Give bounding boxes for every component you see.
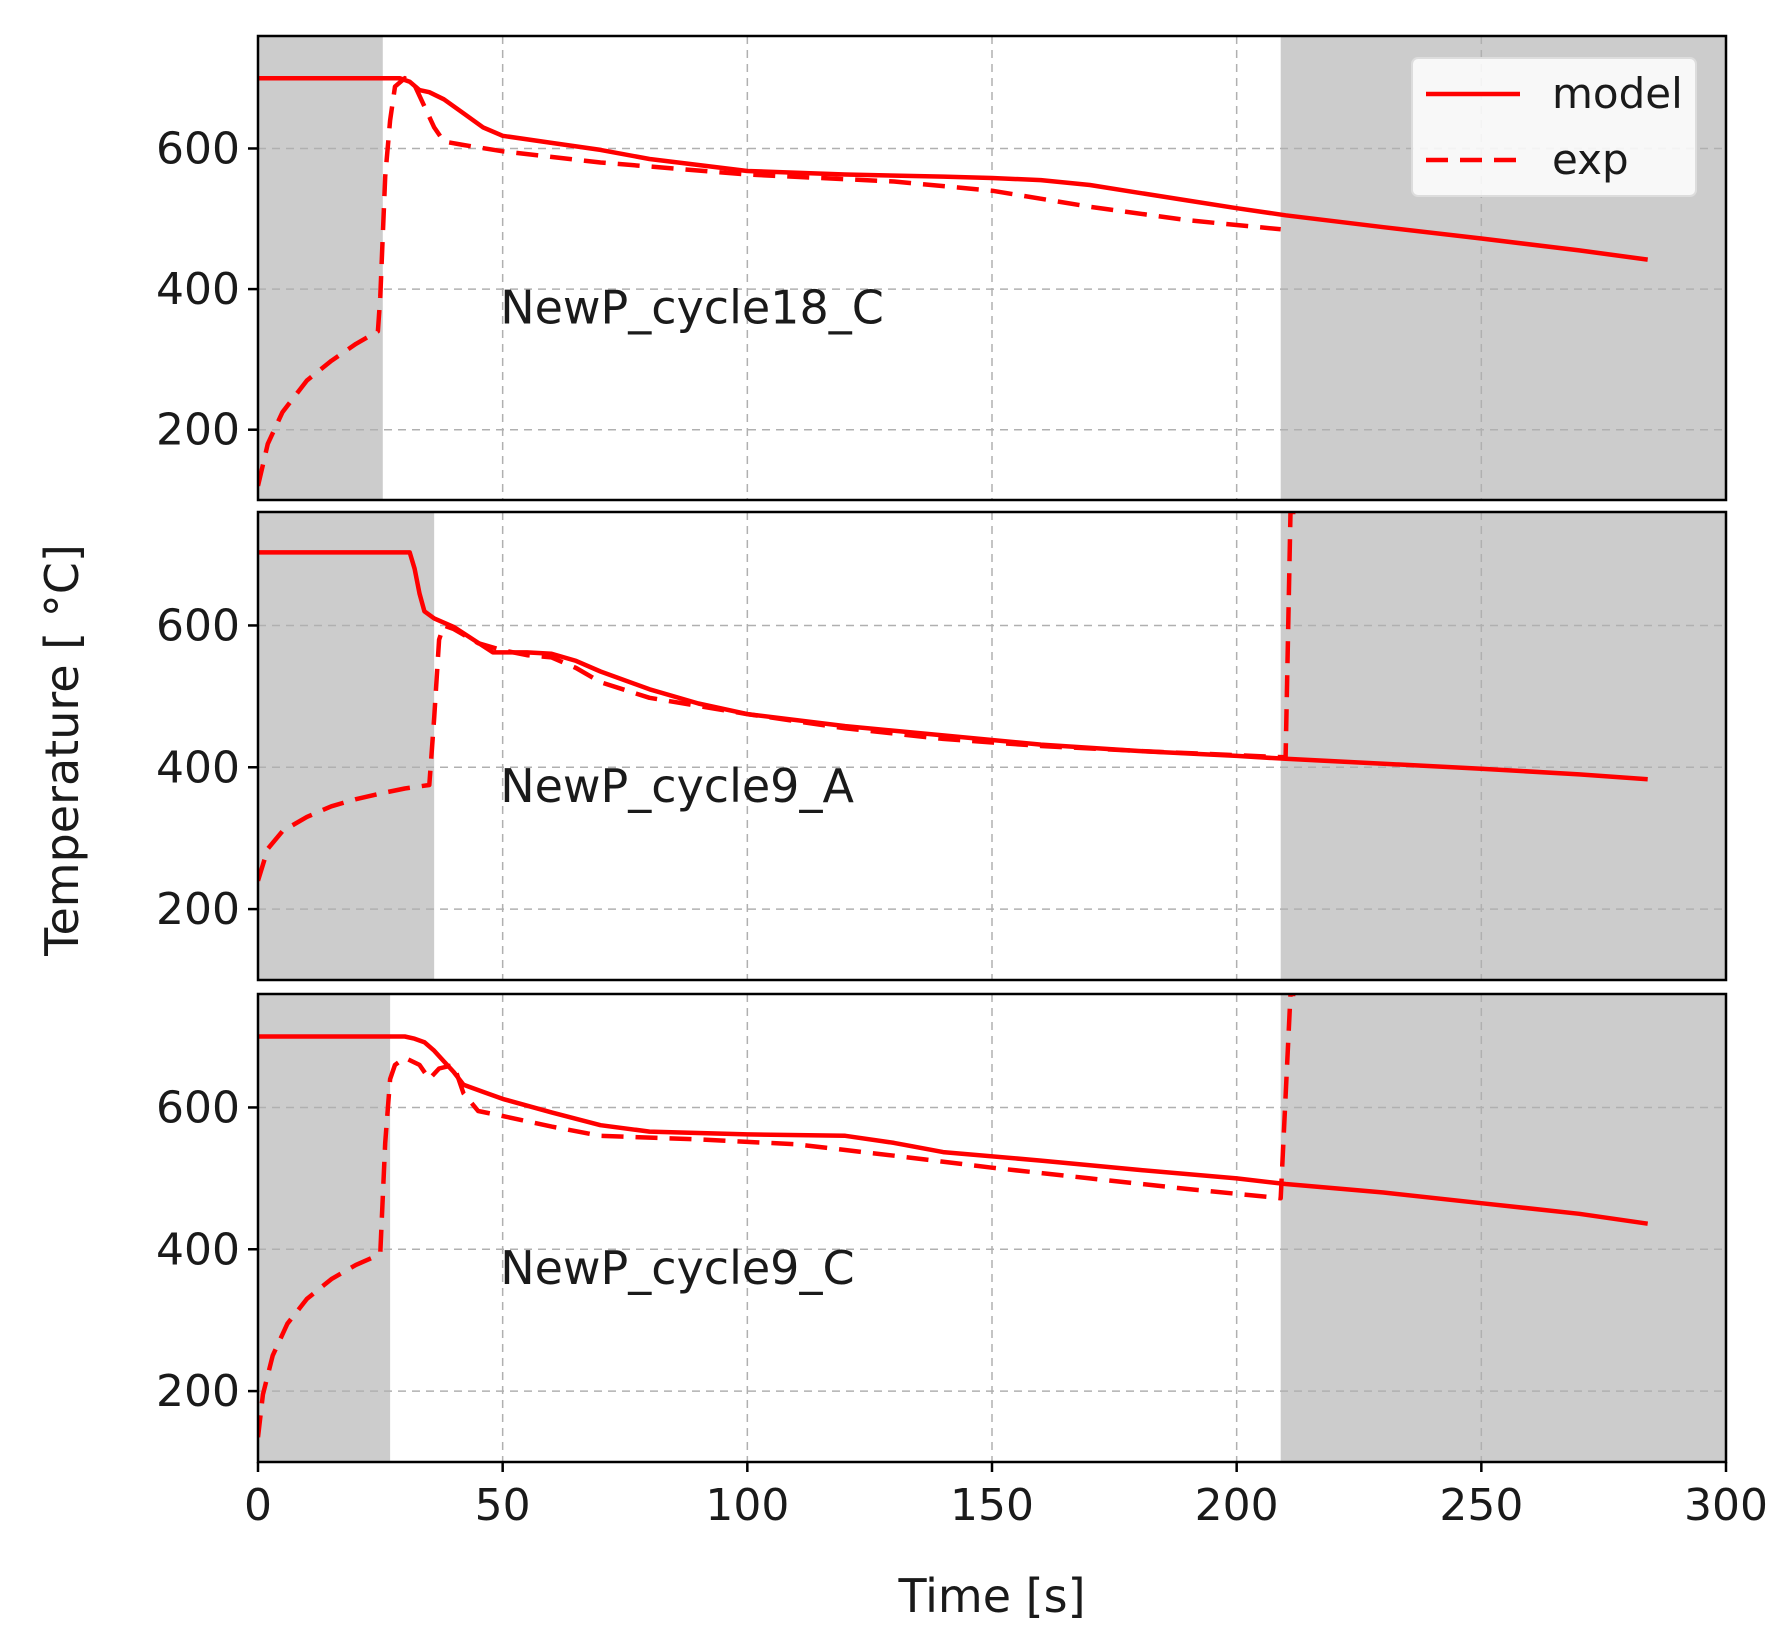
y-tick-label: 600	[156, 1082, 240, 1133]
panel-1: 200 400 600 NewP_cycle9_A	[156, 510, 1728, 982]
panel-label: NewP_cycle9_C	[500, 1241, 854, 1295]
series-line-model	[258, 550, 1648, 782]
y-tick-label: 200	[156, 405, 240, 456]
x-tick-label: 250	[1439, 1480, 1523, 1531]
panel-frame	[256, 34, 1728, 502]
x-tick-label: 100	[705, 1480, 789, 1531]
y-axis-label: Temperature [ °C]	[35, 544, 89, 957]
series-line-model	[258, 75, 1648, 262]
shaded-region	[258, 994, 391, 1462]
y-tick-label: 200	[156, 884, 240, 935]
panel-frame	[256, 510, 1728, 982]
x-tick-label: 50	[475, 1480, 531, 1531]
shaded-region	[258, 512, 435, 980]
series-line-model	[258, 1034, 1649, 1226]
panel-label: NewP_cycle9_A	[500, 759, 854, 813]
y-tick-label: 600	[156, 123, 240, 174]
shaded-region	[1280, 994, 1726, 1462]
panel-label: NewP_cycle18_C	[500, 281, 884, 335]
x-tick-label: 200	[1195, 1480, 1279, 1531]
panels-layer: 200 400 600 NewP_cycle18_C 200 400 600 NewP_cyc…	[156, 34, 1728, 1464]
x-axis: 0 50 100 150 200 250 300	[244, 1462, 1768, 1531]
shaded-region	[258, 36, 383, 500]
panel-series	[258, 994, 1649, 1438]
series-line-exp	[258, 994, 1296, 1438]
panel-series	[258, 75, 1648, 487]
x-tick-label: 300	[1684, 1480, 1768, 1531]
x-tick-label: 150	[950, 1480, 1034, 1531]
y-tick-label: 200	[156, 1366, 240, 1417]
x-axis-label: Time [s]	[897, 1569, 1085, 1623]
series-line-exp	[258, 75, 1281, 487]
legend: model exp	[1411, 57, 1697, 197]
y-tick-label: 400	[156, 742, 240, 793]
shaded-region	[1280, 512, 1726, 980]
legend-label-model: model	[1552, 69, 1683, 118]
legend-label-exp: exp	[1552, 135, 1629, 184]
panel-series	[258, 512, 1648, 882]
y-tick-label: 400	[156, 1224, 240, 1275]
panel-2: 200 400 600 NewP_cycle9_C	[156, 992, 1728, 1464]
x-tick-label: 0	[244, 1480, 272, 1531]
y-tick-label: 600	[156, 600, 240, 651]
y-tick-label: 400	[156, 264, 240, 315]
